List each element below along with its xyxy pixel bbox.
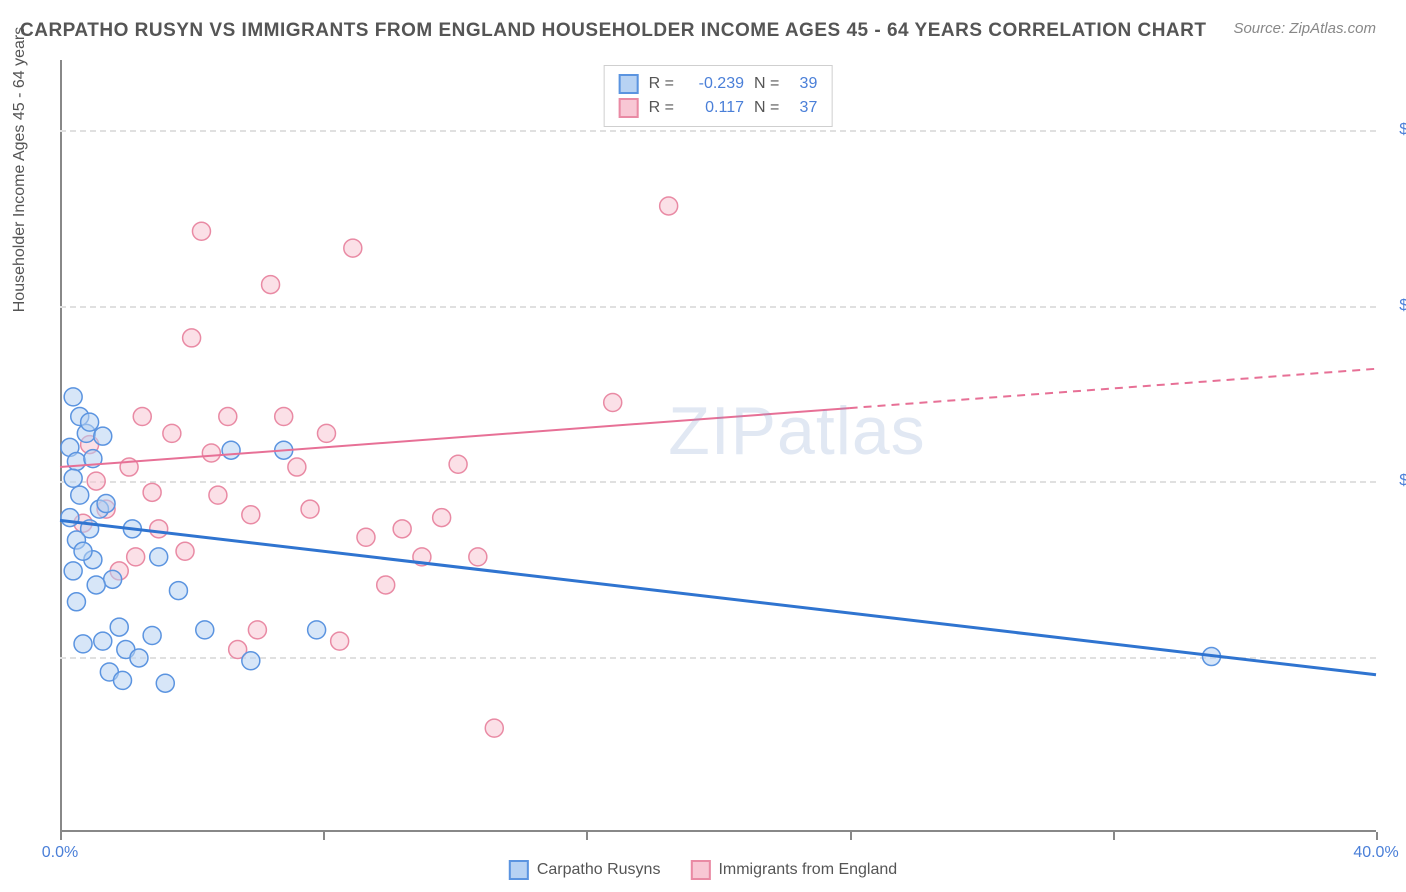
- y-tick-label: $62,500: [1381, 648, 1406, 666]
- plot-svg: [60, 60, 1376, 832]
- x-tick-mark: [586, 832, 588, 840]
- scatter-point-a: [61, 509, 79, 527]
- scatter-point-b: [202, 444, 220, 462]
- x-tick-mark: [1113, 832, 1115, 840]
- legend-swatch-b: [619, 98, 639, 118]
- scatter-point-a: [150, 548, 168, 566]
- scatter-point-a: [67, 452, 85, 470]
- scatter-point-a: [97, 495, 115, 513]
- scatter-point-b: [262, 276, 280, 294]
- trend-line-b-dashed: [850, 369, 1376, 408]
- correlation-legend: R = -0.239 N = 39 R = 0.117 N = 37: [604, 65, 833, 127]
- scatter-point-b: [469, 548, 487, 566]
- x-tick-mark: [850, 832, 852, 840]
- bottom-legend-label-a: Carpatho Rusyns: [537, 861, 661, 879]
- scatter-point-b: [449, 455, 467, 473]
- legend-row-b: R = 0.117 N = 37: [619, 96, 818, 120]
- r-label-b: R =: [649, 96, 674, 120]
- scatter-point-a: [110, 618, 128, 636]
- scatter-point-a: [94, 427, 112, 445]
- bottom-legend-swatch-b: [690, 860, 710, 880]
- y-tick-label: $187,500: [1381, 297, 1406, 315]
- scatter-point-b: [176, 542, 194, 560]
- scatter-point-a: [222, 441, 240, 459]
- scatter-point-a: [74, 635, 92, 653]
- scatter-point-a: [242, 652, 260, 670]
- scatter-point-a: [64, 388, 82, 406]
- scatter-point-b: [150, 520, 168, 538]
- scatter-point-b: [143, 483, 161, 501]
- bottom-legend-item-a: Carpatho Rusyns: [509, 860, 661, 880]
- scatter-point-b: [377, 576, 395, 594]
- scatter-point-b: [163, 424, 181, 442]
- x-tick-mark: [60, 832, 62, 840]
- scatter-point-b: [87, 472, 105, 490]
- r-label-a: R =: [649, 72, 674, 96]
- scatter-point-b: [209, 486, 227, 504]
- chart-title: CARPATHO RUSYN VS IMMIGRANTS FROM ENGLAN…: [20, 20, 1206, 42]
- scatter-point-b: [127, 548, 145, 566]
- x-axis-max-label: 40.0%: [1353, 844, 1398, 862]
- chart-container: Householder Income Ages 45 - 64 years $6…: [60, 60, 1376, 832]
- n-value-b: 37: [789, 96, 817, 120]
- n-value-a: 39: [789, 72, 817, 96]
- scatter-point-b: [192, 222, 210, 240]
- scatter-point-b: [357, 528, 375, 546]
- source-label: Source: ZipAtlas.com: [1233, 20, 1376, 37]
- scatter-point-b: [248, 621, 266, 639]
- scatter-point-a: [308, 621, 326, 639]
- x-tick-mark: [1376, 832, 1378, 840]
- bottom-legend-swatch-a: [509, 860, 529, 880]
- legend-swatch-a: [619, 74, 639, 94]
- scatter-point-a: [156, 674, 174, 692]
- scatter-point-a: [64, 562, 82, 580]
- scatter-point-b: [183, 329, 201, 347]
- scatter-point-a: [143, 626, 161, 644]
- scatter-point-b: [393, 520, 411, 538]
- scatter-point-a: [71, 486, 89, 504]
- bottom-legend: Carpatho Rusyns Immigrants from England: [509, 860, 897, 880]
- scatter-point-b: [317, 424, 335, 442]
- scatter-point-a: [64, 469, 82, 487]
- y-axis-label: Householder Income Ages 45 - 64 years: [11, 27, 29, 313]
- scatter-point-b: [331, 632, 349, 650]
- scatter-point-b: [485, 719, 503, 737]
- r-value-a: -0.239: [684, 72, 744, 96]
- scatter-point-b: [133, 408, 151, 426]
- bottom-legend-label-b: Immigrants from England: [718, 861, 897, 879]
- scatter-point-a: [130, 649, 148, 667]
- legend-row-a: R = -0.239 N = 39: [619, 72, 818, 96]
- scatter-point-b: [242, 506, 260, 524]
- scatter-point-a: [114, 671, 132, 689]
- scatter-point-b: [275, 408, 293, 426]
- x-tick-mark: [323, 832, 325, 840]
- scatter-point-b: [344, 239, 362, 257]
- y-tick-label: $125,000: [1381, 472, 1406, 490]
- scatter-point-b: [433, 509, 451, 527]
- y-tick-label: $250,000: [1381, 121, 1406, 139]
- scatter-point-b: [604, 393, 622, 411]
- x-axis-min-label: 0.0%: [42, 844, 78, 862]
- scatter-point-b: [219, 408, 237, 426]
- scatter-point-a: [81, 413, 99, 431]
- scatter-point-b: [301, 500, 319, 518]
- scatter-point-a: [104, 570, 122, 588]
- scatter-point-b: [660, 197, 678, 215]
- scatter-point-a: [87, 576, 105, 594]
- scatter-point-a: [74, 542, 92, 560]
- scatter-point-a: [169, 582, 187, 600]
- bottom-legend-item-b: Immigrants from England: [690, 860, 897, 880]
- scatter-point-a: [67, 593, 85, 611]
- scatter-point-a: [196, 621, 214, 639]
- r-value-b: 0.117: [684, 96, 744, 120]
- n-label-b: N =: [754, 96, 779, 120]
- scatter-point-a: [94, 632, 112, 650]
- trend-line-a: [60, 520, 1376, 674]
- scatter-point-b: [288, 458, 306, 476]
- n-label-a: N =: [754, 72, 779, 96]
